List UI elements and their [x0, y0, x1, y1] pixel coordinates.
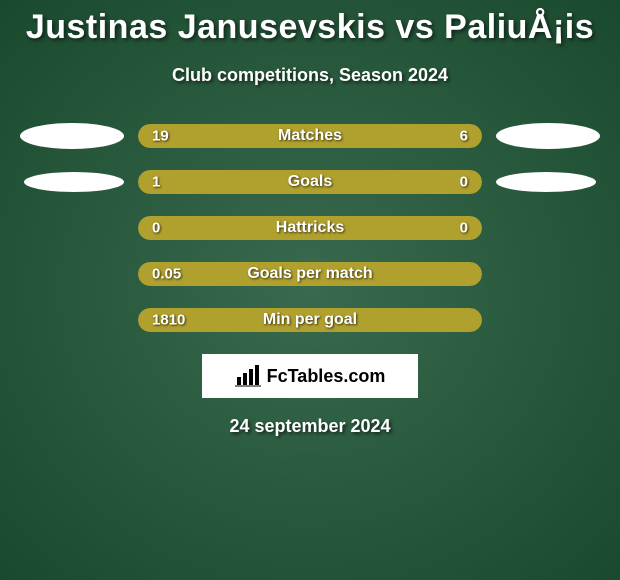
bar-left-fill [138, 124, 399, 148]
bar-chart-icon [235, 365, 261, 387]
stat-row: 1810 Min per goal [0, 308, 620, 332]
player-left-shadow [20, 123, 124, 149]
stat-row: 1 0 Goals [0, 170, 620, 194]
player-right-shadow [496, 123, 600, 149]
stat-bar: 0.05 Goals per match [138, 262, 482, 286]
stat-row: 19 6 Matches [0, 124, 620, 148]
stat-bar: 0 0 Hattricks [138, 216, 482, 240]
player-right-shadow [496, 172, 596, 192]
stat-label: Min per goal [263, 311, 357, 329]
stat-bar: 1 0 Goals [138, 170, 482, 194]
stat-row: 0 0 Hattricks [0, 216, 620, 240]
logo-text: FcTables.com [267, 366, 386, 387]
stat-right-value: 0 [460, 220, 468, 237]
stat-bar: 1810 Min per goal [138, 308, 482, 332]
stat-left-value: 1 [152, 174, 160, 191]
stat-left-value: 19 [152, 128, 169, 145]
bar-left-fill [138, 170, 399, 194]
stat-right-value: 6 [460, 128, 468, 145]
stat-row: 0.05 Goals per match [0, 262, 620, 286]
page-title: Justinas Janusevskis vs PaliuÅ¡is [0, 8, 620, 47]
player-left-shadow [24, 172, 124, 192]
stat-label: Hattricks [276, 219, 344, 237]
stat-left-value: 0.05 [152, 266, 181, 283]
stat-right-value: 0 [460, 174, 468, 191]
stat-label: Goals per match [247, 265, 372, 283]
footer-date: 24 september 2024 [0, 416, 620, 437]
bar-right-fill [399, 124, 482, 148]
stat-left-value: 1810 [152, 312, 185, 329]
subtitle: Club competitions, Season 2024 [0, 65, 620, 86]
stat-bar: 19 6 Matches [138, 124, 482, 148]
bar-right-fill [399, 170, 482, 194]
stat-rows: 19 6 Matches 1 0 Goals 0 0 Hattricks 0.05 Goals pe… [0, 124, 620, 332]
stat-label: Goals [288, 173, 332, 191]
stat-label: Matches [278, 127, 342, 145]
logo-box: FcTables.com [202, 354, 418, 398]
stat-left-value: 0 [152, 220, 160, 237]
comparison-infographic: Justinas Janusevskis vs PaliuÅ¡is Club c… [0, 0, 620, 437]
